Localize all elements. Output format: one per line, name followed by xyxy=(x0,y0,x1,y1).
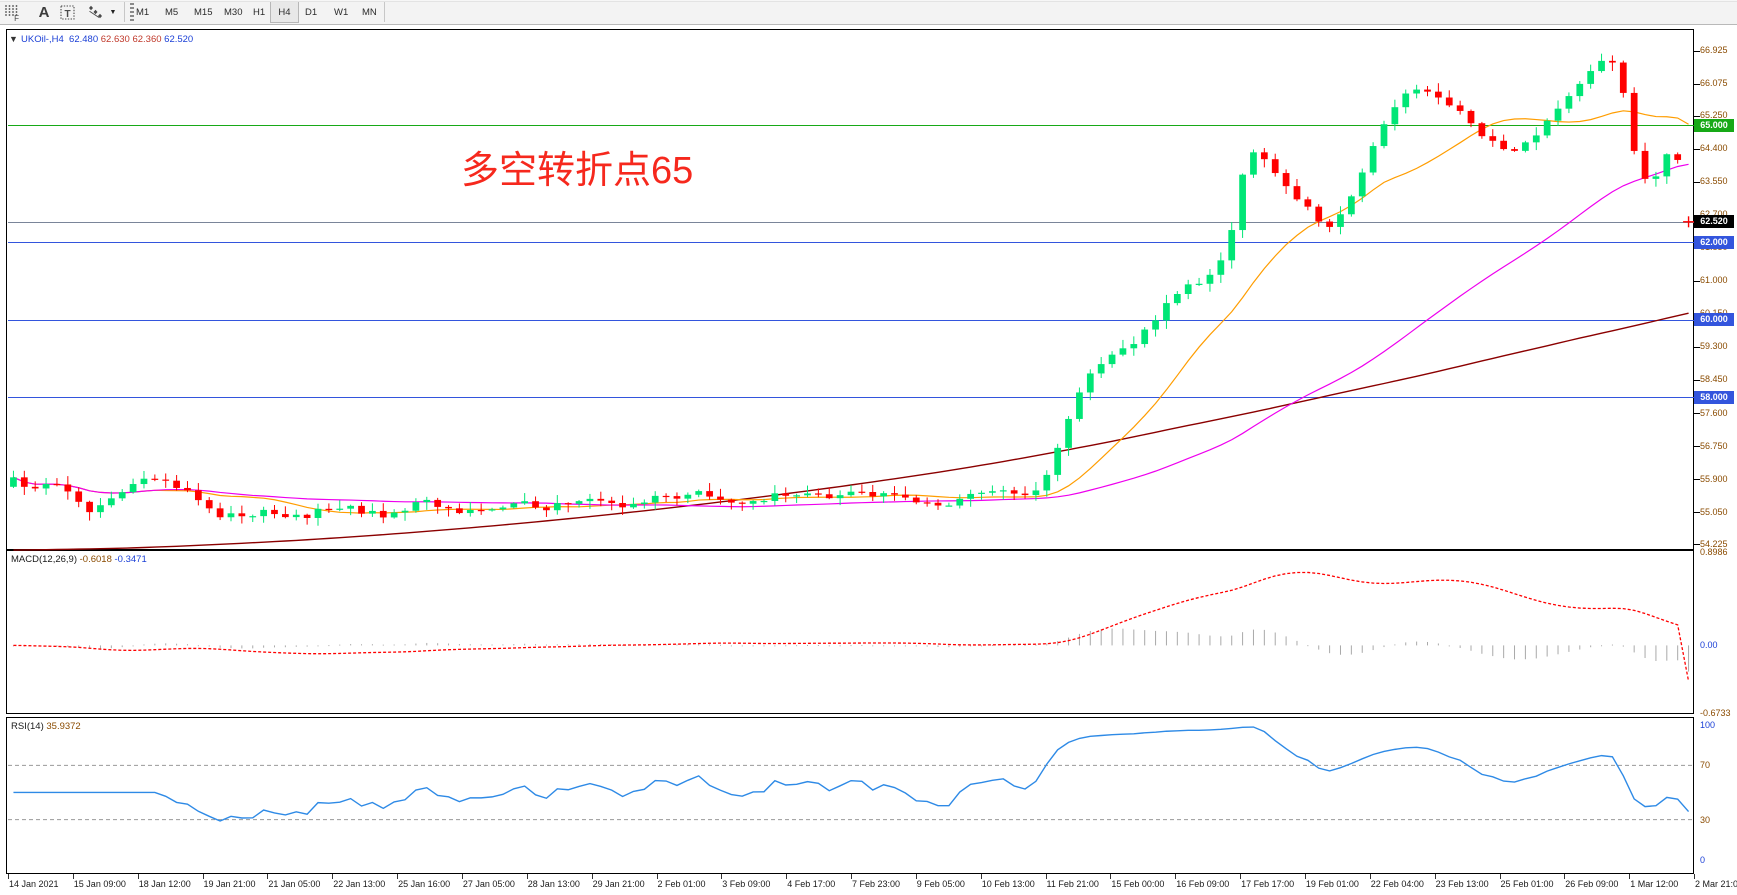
svg-text:F: F xyxy=(14,14,19,21)
svg-text:T: T xyxy=(64,9,70,20)
